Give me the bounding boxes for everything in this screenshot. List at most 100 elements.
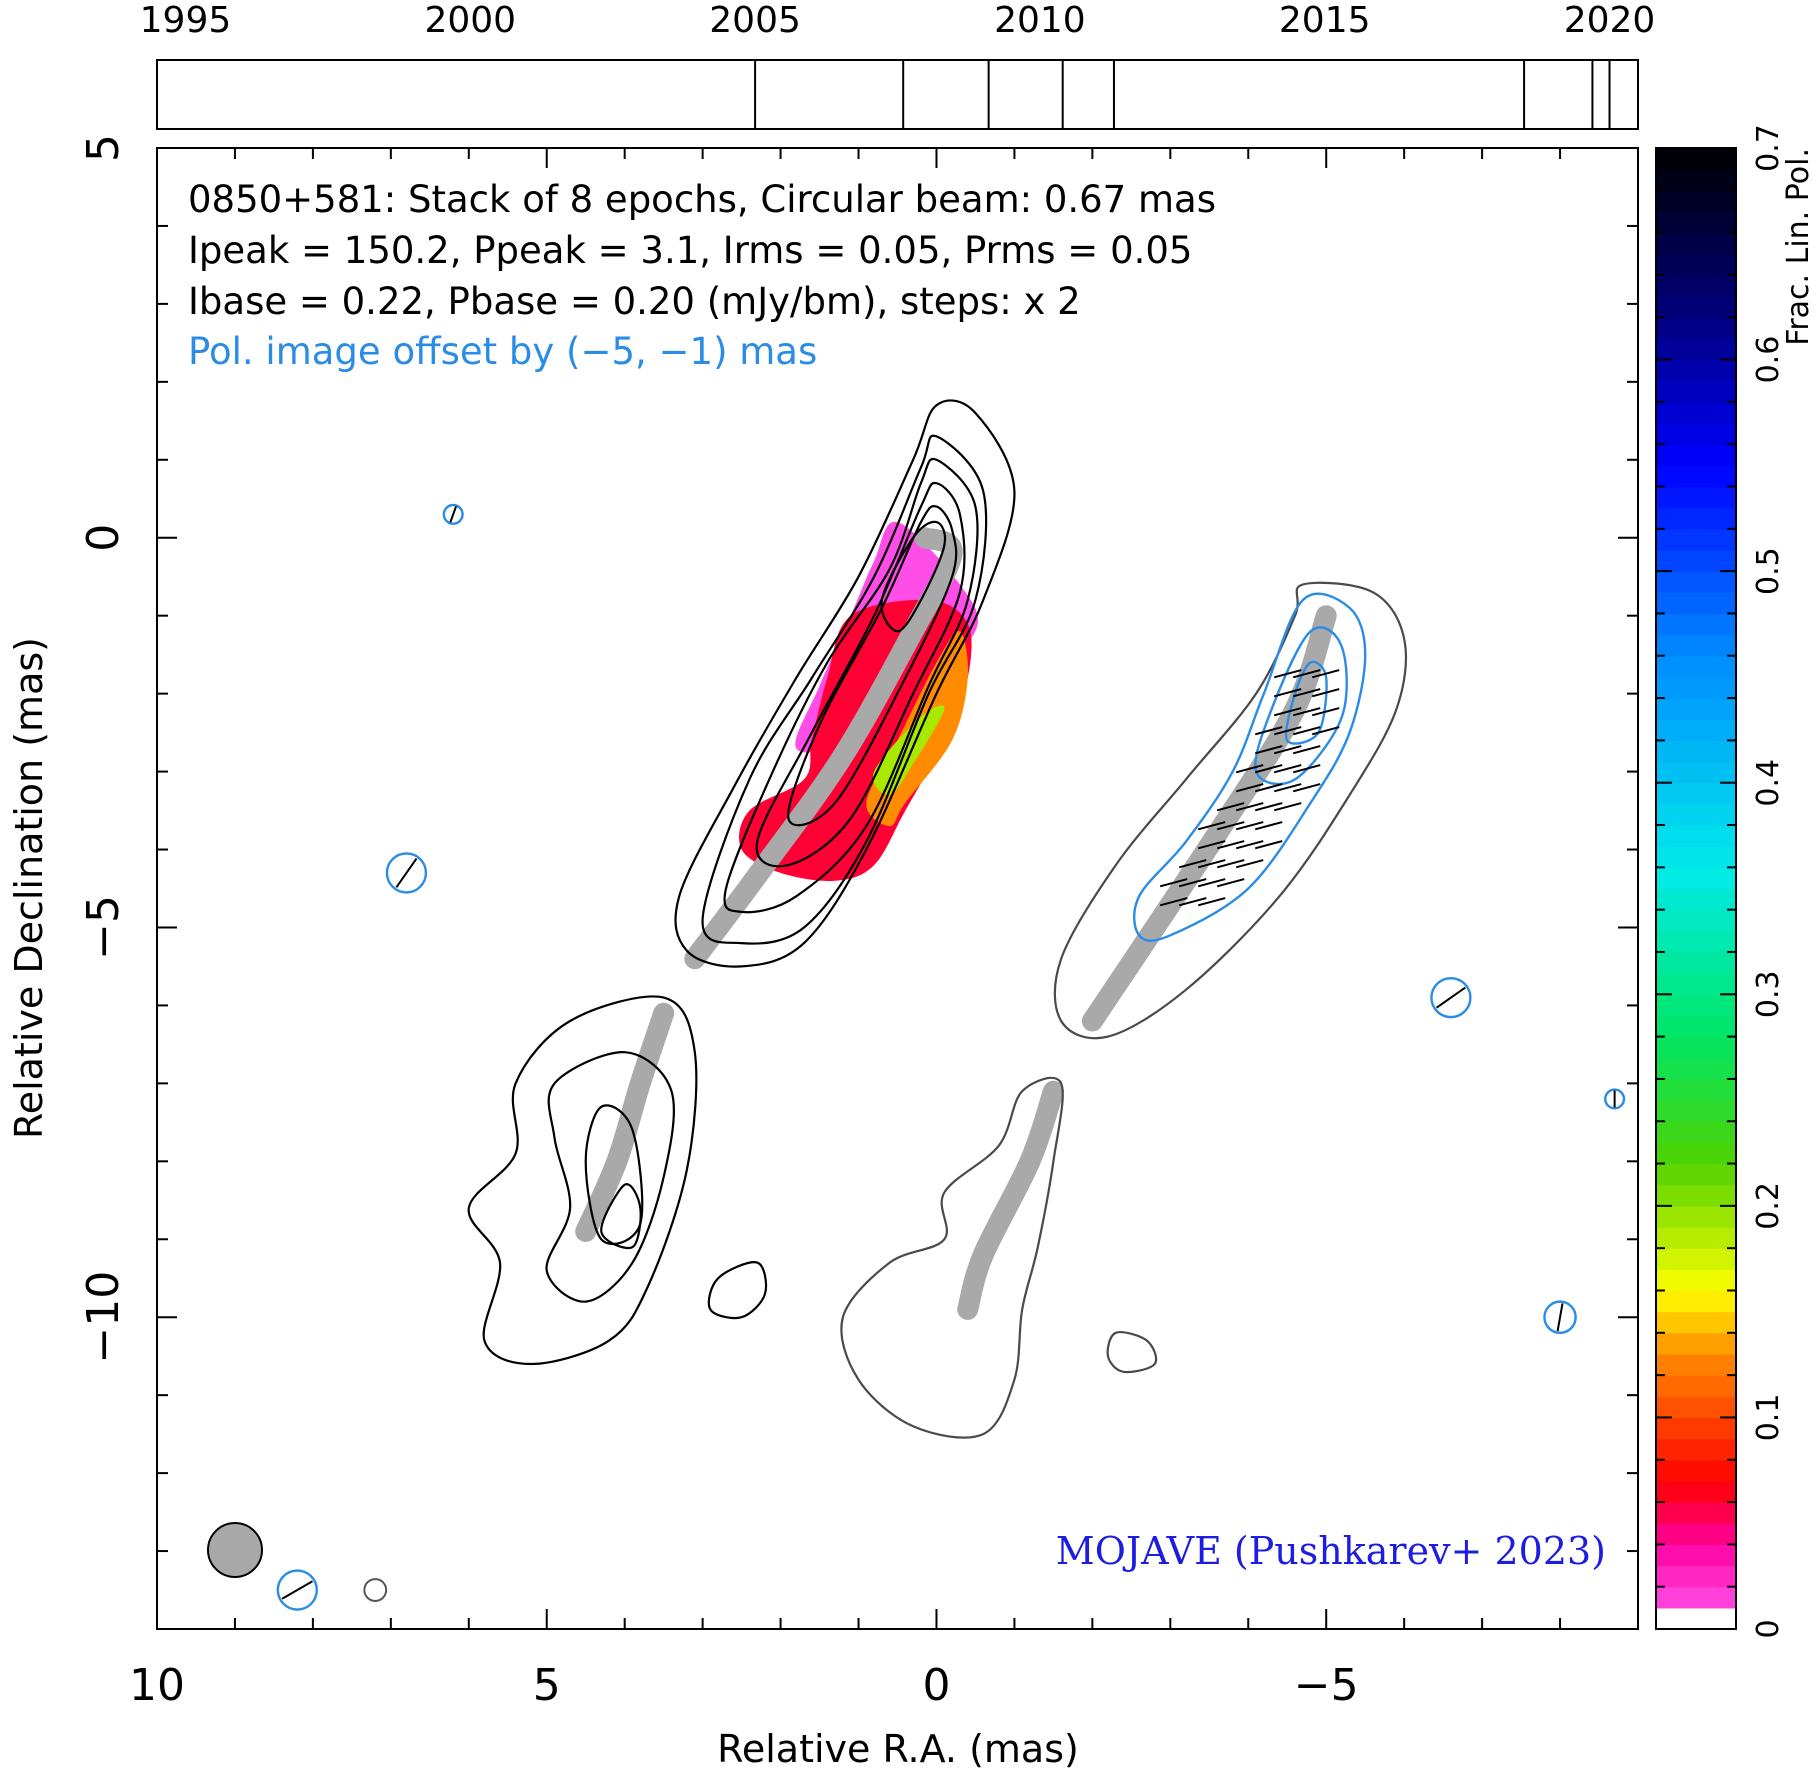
- evpa-tick: [1435, 986, 1466, 1009]
- evpa-tick: [1197, 840, 1226, 850]
- colorbar-tick-label: 0.5: [1751, 547, 1786, 595]
- evpa-tick: [1178, 859, 1207, 869]
- colorbar-cell: [1656, 465, 1736, 488]
- evpa-tick: [395, 857, 418, 888]
- evpa-tick: [1254, 745, 1283, 755]
- colorbar-cell: [1656, 211, 1736, 234]
- colorbar-tick-label: 0.1: [1751, 1394, 1786, 1442]
- colorbar-cell: [1656, 740, 1736, 763]
- colorbar-cell: [1656, 359, 1736, 382]
- colorbar-cell: [1656, 1565, 1736, 1588]
- evpa-tick: [1235, 859, 1264, 869]
- colorbar-cell: [1656, 549, 1736, 572]
- colorbar-cell: [1656, 1163, 1736, 1186]
- intensity-contour: [545, 1051, 675, 1303]
- y-axis-label: Relative Declination (mas): [7, 637, 51, 1139]
- colorbar-cell: [1656, 951, 1736, 974]
- evpa-tick: [1178, 897, 1207, 907]
- colorbar-cell: [1656, 1205, 1736, 1228]
- colorbar-cell: [1656, 888, 1736, 911]
- evpa-tick: [1273, 669, 1302, 679]
- evpa-tick: [1216, 840, 1245, 850]
- evpa-ticks: [281, 506, 1616, 1600]
- plot-area: 10 5 0 −5 5 0 −5 −10 0850+581: Stack of 8 epoc…: [78, 134, 1639, 1711]
- colorbar-cell: [1656, 1142, 1736, 1165]
- evpa-tick: [1292, 688, 1321, 698]
- evpa-tick: [1197, 859, 1226, 869]
- evpa-tick: [1292, 669, 1321, 679]
- colorbar-cell: [1656, 338, 1736, 361]
- intensity-contour: [701, 434, 988, 945]
- header-line-1: 0850+581: Stack of 8 epochs, Circular be…: [188, 178, 1216, 221]
- colorbar-cell: [1656, 507, 1736, 530]
- evpa-tick: [281, 1580, 313, 1600]
- header-line-2: Ipeak = 150.2, Ppeak = 3.1, Irms = 0.05,…: [188, 229, 1192, 272]
- colorbar-cell: [1656, 401, 1736, 424]
- ridgeline: [957, 1080, 1064, 1320]
- evpa-tick: [1235, 764, 1264, 774]
- intensity-contour: [467, 995, 698, 1366]
- colorbar-ticks: 0 0.1 0.2 0.3 0.4 0.5 0.6 0.7: [1656, 124, 1786, 1639]
- fpol-patch: [872, 705, 945, 796]
- colorbar-cell: [1656, 1121, 1736, 1143]
- evpa-tick: [1292, 764, 1321, 774]
- evpa-tick: [1235, 783, 1264, 793]
- isolated-pol-contour: [385, 852, 428, 894]
- evpa-tick: [1197, 878, 1226, 888]
- evpa-tick: [1235, 821, 1264, 831]
- evpa-tick: [1311, 669, 1340, 679]
- offset-intensity-contour: [840, 1076, 1064, 1439]
- colorbar-cell: [1656, 1459, 1736, 1482]
- colorbar-cell: [1656, 1100, 1736, 1122]
- colorbar-cell: [1656, 698, 1736, 720]
- intensity-contour: [787, 505, 958, 827]
- colorbar-cell: [1656, 571, 1736, 593]
- evpa-tick: [1159, 897, 1188, 907]
- beam-ellipse: [207, 1522, 263, 1578]
- colorbar-cell: [1656, 1227, 1736, 1249]
- evpa-tick: [1235, 840, 1264, 850]
- evpa-tick: [1273, 745, 1302, 755]
- colorbar-cell: [1656, 930, 1736, 953]
- colorbar-cell: [1656, 528, 1736, 551]
- evpa-tick: [449, 506, 458, 523]
- epoch-year-labels: 1995 2000 2005 2010 2015 2020: [140, 0, 1656, 41]
- intensity-contours: [363, 399, 1408, 1602]
- colorbar-cell: [1656, 423, 1736, 445]
- colorbar-cell: [1656, 190, 1736, 213]
- colorbar-cell: [1656, 1438, 1736, 1461]
- epoch-year-label: 2015: [1279, 0, 1371, 41]
- colorbar-tick-label: 0.2: [1751, 1182, 1786, 1230]
- colorbar-cell: [1656, 1269, 1736, 1292]
- epoch-year-label: 2000: [424, 0, 516, 41]
- evpa-tick: [1273, 802, 1302, 812]
- evpa-tick: [1273, 783, 1302, 793]
- colorbar-cell: [1656, 1586, 1736, 1609]
- colorbar-cell: [1656, 1015, 1736, 1038]
- y-tick-label: 5: [78, 134, 129, 162]
- evpa-tick: [1159, 878, 1188, 888]
- colorbar-cell: [1656, 1417, 1736, 1440]
- colorbar-cell: [1656, 592, 1736, 615]
- colorbar-cell: [1656, 1248, 1736, 1270]
- colorbar-cell: [1656, 486, 1736, 509]
- colorbar-cell: [1656, 655, 1736, 678]
- colorbar-cell: [1656, 825, 1736, 847]
- colorbar-cell: [1656, 1078, 1736, 1101]
- colorbar-cell: [1656, 1502, 1736, 1524]
- evpa-tick: [1311, 688, 1340, 698]
- colorbar-cell: [1656, 676, 1736, 699]
- evpa-tick: [1178, 878, 1207, 888]
- epoch-year-label: 2010: [994, 0, 1086, 41]
- x-axis-ticks: 10 5 0 −5: [129, 148, 1639, 1711]
- colorbar-frame: [1655, 147, 1737, 1630]
- colorbar-cell: [1656, 317, 1736, 340]
- evpa-tick: [1197, 897, 1226, 907]
- colorbar-cell: [1656, 444, 1736, 466]
- y-tick-label: 0: [78, 524, 129, 552]
- intensity-contour: [707, 1261, 768, 1320]
- evpa-tick: [1292, 783, 1321, 793]
- colorbar-cell: [1656, 296, 1736, 318]
- colorbar-cell: [1656, 1544, 1736, 1567]
